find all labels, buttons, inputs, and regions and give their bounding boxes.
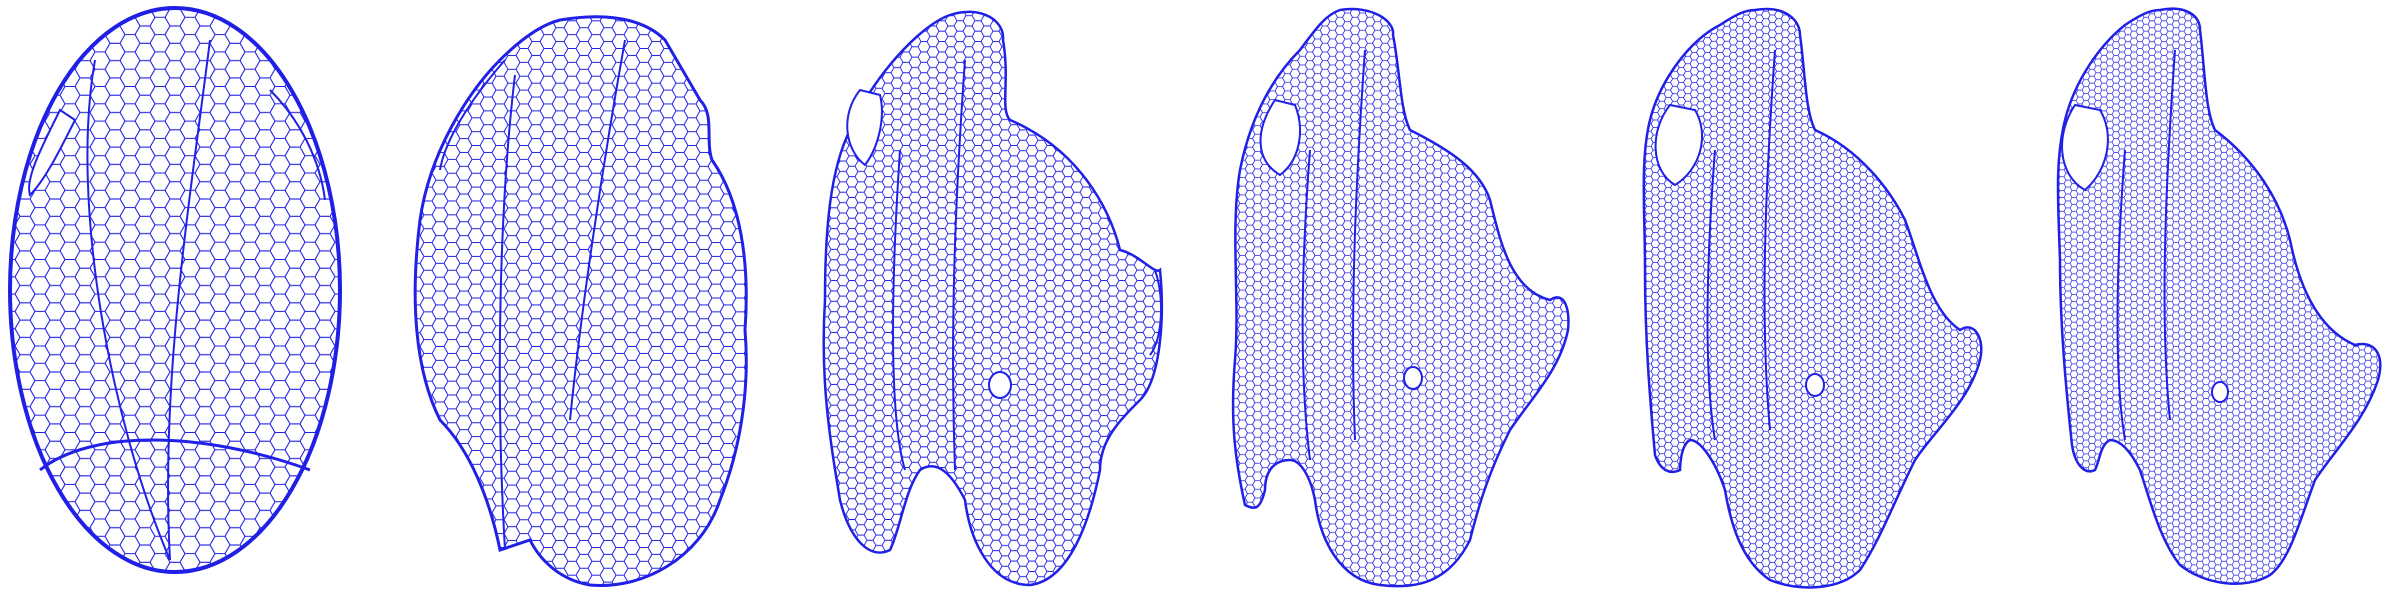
mesh-panel-6	[2056, 7, 2382, 585]
mesh-panel-2	[413, 15, 748, 588]
mesh-panel-3	[822, 10, 1164, 587]
mesh-panel-5	[1642, 7, 1983, 589]
mesh-panel-4	[1231, 7, 1570, 588]
mesh-panel-1	[8, 6, 342, 574]
